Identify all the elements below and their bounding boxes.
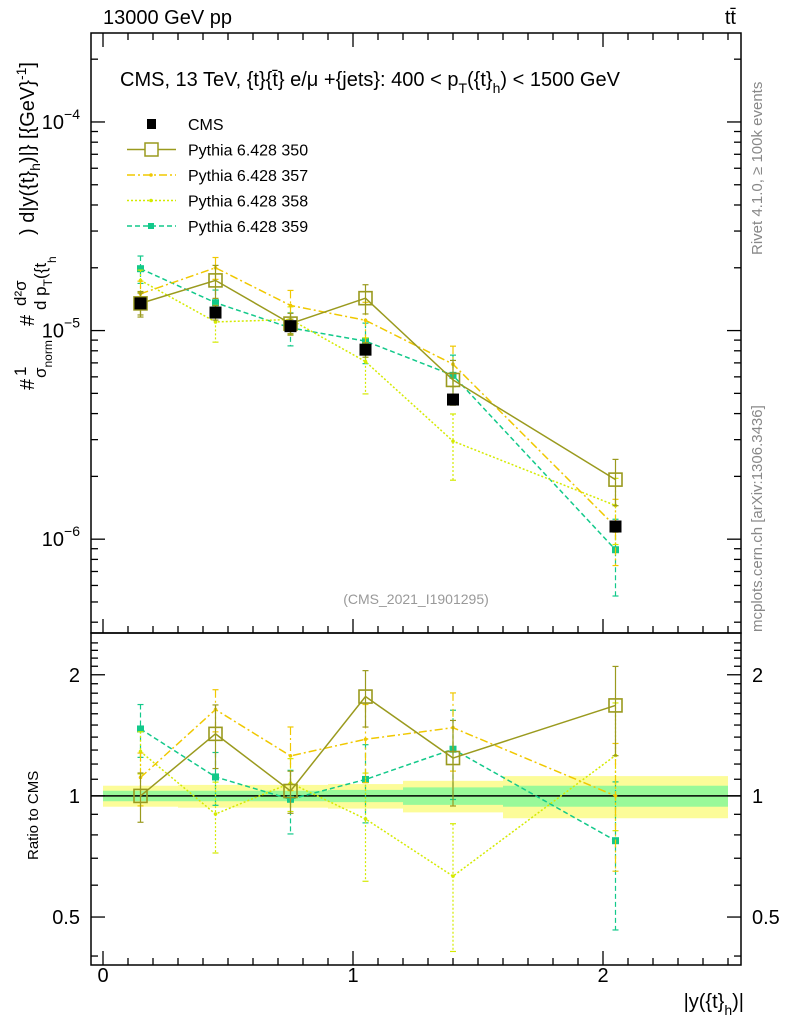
data-point-p358 xyxy=(451,874,455,878)
data-point-p359 xyxy=(137,265,144,273)
ratio-y-tick-label-right: 0.5 xyxy=(752,907,780,929)
legend-marker-p357 xyxy=(149,173,153,177)
series-line-p350 xyxy=(140,279,616,481)
ratio-plot-marks xyxy=(91,665,741,953)
data-point-cms xyxy=(209,306,222,319)
data-point-p357 xyxy=(363,318,368,323)
x-tick-label: 1 xyxy=(347,965,358,987)
legend-label: Pythia 6.428 357 xyxy=(188,168,308,185)
legend-marker-cms xyxy=(147,119,156,129)
plot-title: CMS, 13 TeV, {t}{t̄} e/μ +{jets}: 400 < … xyxy=(120,69,621,96)
data-point-p358 xyxy=(138,749,143,754)
x-tick-label: 2 xyxy=(597,965,608,987)
ratio-y-tick-label: 1 xyxy=(69,786,80,808)
data-point-p357 xyxy=(288,754,293,758)
ratio-y-tick-label-right: 2 xyxy=(752,665,763,687)
data-point-cms xyxy=(134,297,147,310)
legend-marker-p358 xyxy=(149,198,153,203)
data-point-p358 xyxy=(213,812,218,816)
svg-text:σnorm: σnorm xyxy=(31,340,55,378)
data-point-p359 xyxy=(362,775,369,783)
data-point-p358 xyxy=(213,320,218,324)
data-point-cms xyxy=(284,320,297,333)
data-point-p350 xyxy=(133,788,148,804)
legend-marker-p359 xyxy=(148,223,154,229)
data-point-p350 xyxy=(445,750,461,766)
watermark: (CMS_2021_I1901295) xyxy=(343,591,489,607)
svg-text:d²σ: d²σ xyxy=(11,280,30,306)
data-point-p357 xyxy=(363,737,368,742)
side-text-rivet: Rivet 4.1.0, ≥ 100k events xyxy=(749,82,766,255)
svg-text:#: # xyxy=(17,314,39,326)
series-line-p350 xyxy=(140,695,616,797)
legend-label: Pythia 6.428 359 xyxy=(188,219,308,236)
data-point-p359 xyxy=(137,725,144,733)
data-point-p358 xyxy=(363,817,368,821)
legend-marker-p350 xyxy=(144,142,159,157)
svg-text:d pT({th: d pT({th xyxy=(31,256,59,310)
ratio-y-tick-label: 0.5 xyxy=(52,907,80,929)
legend-label: CMS xyxy=(188,117,224,134)
series-line-p359 xyxy=(140,728,616,842)
axes: 10−4 10−5 10−6 2 2 1 1 0.5 0.5 0 1 2 xyxy=(42,32,780,987)
x-axis-label: |y({t}h)| xyxy=(684,991,744,1018)
data-point-p350 xyxy=(358,689,373,704)
main-plot-marks xyxy=(133,255,623,597)
y-tick-label: 10−5 xyxy=(42,315,80,343)
data-point-p350 xyxy=(358,290,373,306)
data-point-p350 xyxy=(208,726,223,742)
data-point-cms xyxy=(609,520,622,533)
header-left: 13000 GeV pp xyxy=(103,7,232,29)
y-tick-label: 10−4 xyxy=(42,106,80,134)
data-point-cms xyxy=(447,393,459,406)
data-point-cms xyxy=(359,343,372,356)
data-point-p350 xyxy=(608,472,623,487)
data-point-p359 xyxy=(212,299,219,307)
data-point-p350 xyxy=(283,783,298,799)
ratio-y-tick-label-right: 1 xyxy=(752,786,763,808)
ratio-plot-frame xyxy=(90,632,742,966)
data-point-p357 xyxy=(288,303,293,308)
data-point-p350 xyxy=(208,273,223,288)
data-point-p358 xyxy=(363,359,368,364)
y-tick-label: 10−6 xyxy=(42,523,80,551)
ratio-uncertainty-bands xyxy=(103,776,728,819)
legend-label: Pythia 6.428 350 xyxy=(188,143,308,160)
ratio-y-axis-label: Ratio to CMS xyxy=(25,771,42,860)
series-line-p359 xyxy=(140,268,617,551)
series-line-p357 xyxy=(139,708,616,797)
legend: CMS Pythia 6.428 350 Pythia 6.428 357 Pythi… xyxy=(127,117,308,236)
series-line-p358 xyxy=(140,750,616,878)
side-text-mcplots: mcplots.cern.ch [arXiv:1306.3436] xyxy=(749,405,766,632)
series-line-p357 xyxy=(140,266,617,528)
data-point-p350 xyxy=(445,372,461,388)
svg-text:#: # xyxy=(17,378,39,390)
header-right: tt̄ xyxy=(725,7,737,29)
data-point-p358 xyxy=(451,439,455,443)
data-point-p359 xyxy=(212,773,219,781)
y-axis-label: # 1 σnorm # d²σ d pT({th ) d|y({t}h)|} [… xyxy=(11,62,59,390)
x-tick-label: 0 xyxy=(97,965,108,987)
data-point-p350 xyxy=(608,698,623,713)
svg-text:1: 1 xyxy=(11,367,30,376)
legend-label: Pythia 6.428 358 xyxy=(188,194,308,211)
ratio-y-tick-label: 2 xyxy=(69,665,80,687)
data-point-p357 xyxy=(613,794,618,798)
svg-text:) d|y({t}h)|} [{GeV}-1]: ) d|y({t}h)|} [{GeV}-1] xyxy=(13,62,43,235)
